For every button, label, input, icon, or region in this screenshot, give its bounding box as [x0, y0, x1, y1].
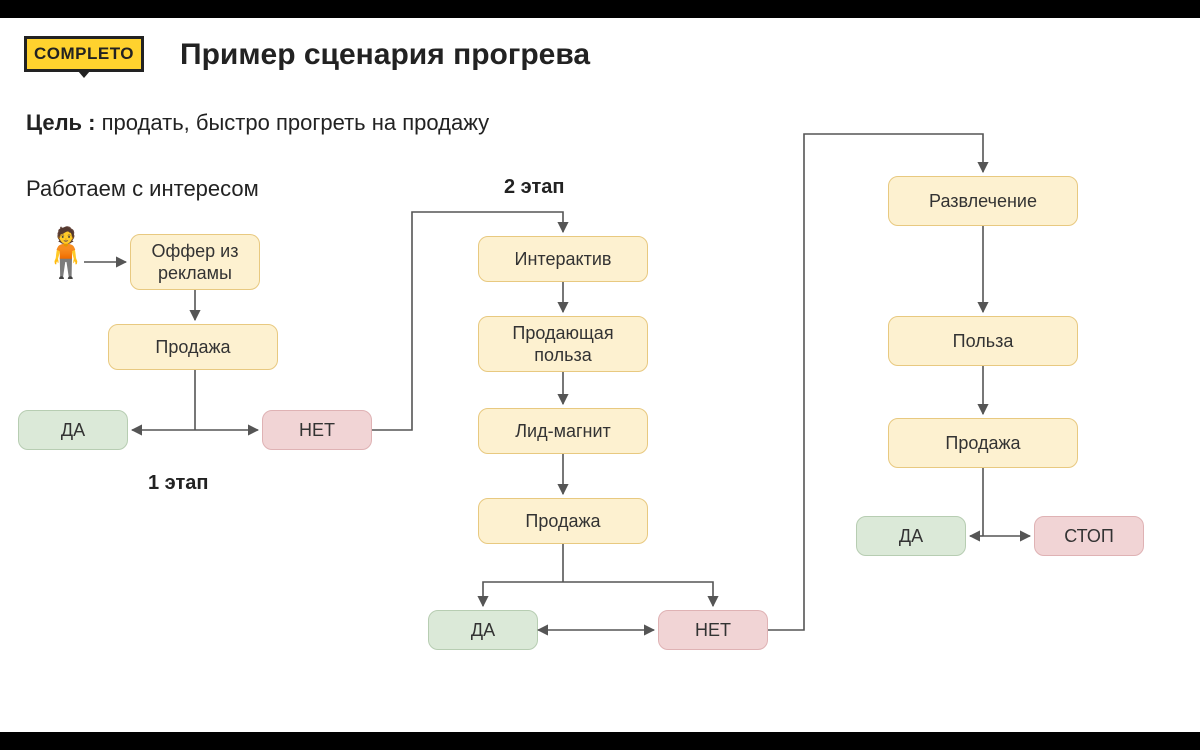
node-yes3: ДА	[856, 516, 966, 556]
person-icon: 🧍	[36, 230, 96, 278]
goal-text: продать, быстро прогреть на продажу	[96, 110, 490, 135]
node-sale2: Продажа	[478, 498, 648, 544]
node-no1: НЕТ	[262, 410, 372, 450]
node-sale3: Продажа	[888, 418, 1078, 468]
subtitle: Работаем с интересом	[26, 176, 259, 202]
goal-line: Цель : продать, быстро прогреть на прода…	[26, 110, 489, 136]
goal-label: Цель :	[26, 110, 96, 135]
node-leadmagnet: Лид-магнит	[478, 408, 648, 454]
slide: COMPLETO Пример сценария прогрева Цель :…	[0, 18, 1200, 732]
node-yes1: ДА	[18, 410, 128, 450]
stage1-label: 1 этап	[148, 472, 208, 495]
node-no2: НЕТ	[658, 610, 768, 650]
node-stop: СТОП	[1034, 516, 1144, 556]
node-benefit: Продающаяпольза	[478, 316, 648, 372]
logo: COMPLETO	[24, 36, 144, 72]
stage2-label: 2 этап	[504, 176, 564, 199]
node-entertain: Развлечение	[888, 176, 1078, 226]
node-yes2: ДА	[428, 610, 538, 650]
node-interactive: Интерактив	[478, 236, 648, 282]
slide-title: Пример сценария прогрева	[180, 38, 590, 72]
node-sale1: Продажа	[108, 324, 278, 370]
node-usefulness: Польза	[888, 316, 1078, 366]
node-offer: Оффер изрекламы	[130, 234, 260, 290]
